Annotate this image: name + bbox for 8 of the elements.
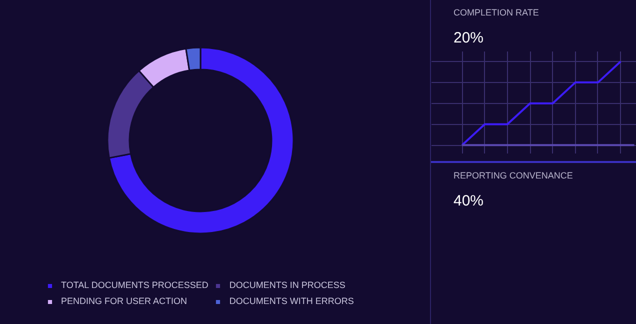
chart-title: COMPLETION RATE xyxy=(454,8,539,18)
legend-label: DOCUMENTS IN PROCESS xyxy=(229,280,346,290)
text: 40% xyxy=(454,192,484,210)
legend-label: PENDING FOR USER ACTION xyxy=(61,296,188,306)
chart-subtitle: 20% xyxy=(454,30,484,46)
text: REPORTING CONVENANCE xyxy=(454,170,573,180)
legend-label: TOTAL DOCUMENTS PROCESSED xyxy=(61,280,208,290)
legend-label: DOCUMENTS WITH ERRORS xyxy=(229,296,354,306)
